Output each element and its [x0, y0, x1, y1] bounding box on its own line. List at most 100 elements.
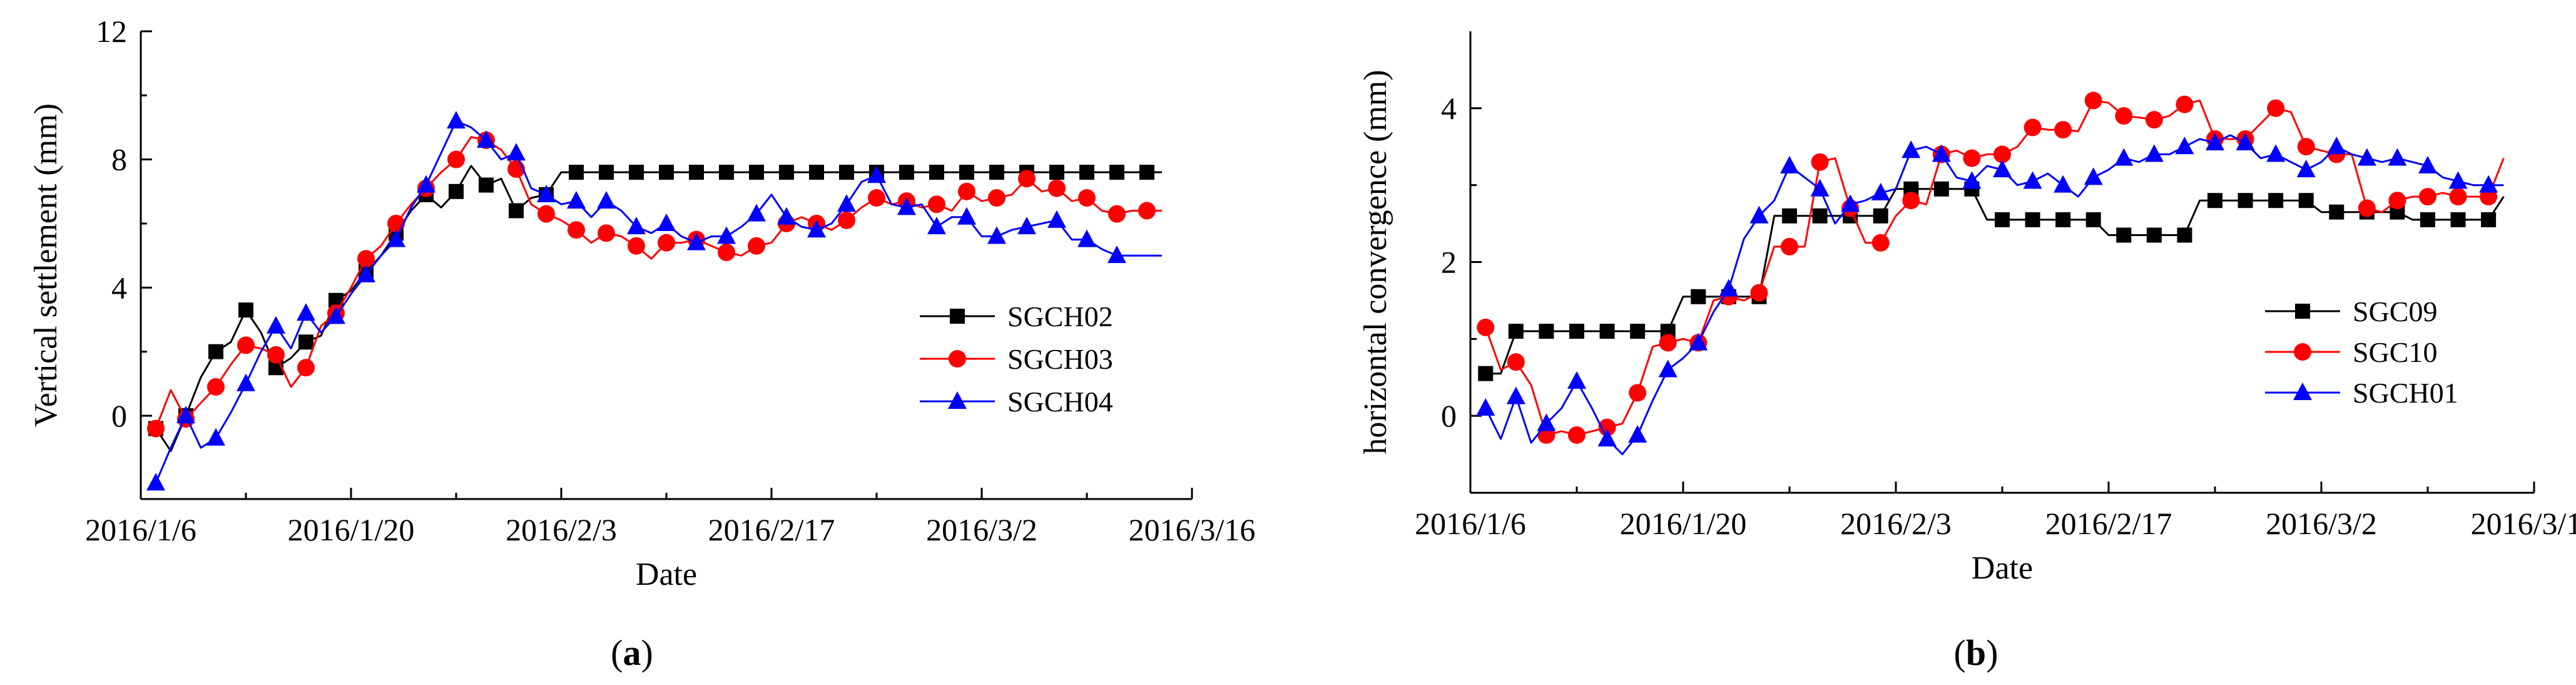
data-point-triangle — [1689, 332, 1708, 351]
legend-label: SGCH01 — [2353, 377, 2458, 409]
data-point-triangle — [1506, 386, 1525, 404]
data-point-circle — [658, 234, 675, 252]
data-point-circle — [1018, 170, 1036, 188]
data-point-triangle — [146, 473, 165, 491]
series-line — [1485, 188, 2505, 375]
data-point-square — [298, 334, 313, 350]
data-point-triangle — [417, 175, 435, 193]
data-point-square — [1630, 324, 1646, 339]
data-point-triangle — [627, 217, 646, 235]
y-axis-title: Vertical settlement (mm) — [28, 103, 64, 427]
panel-label-letter: b — [1966, 632, 1986, 673]
data-point-triangle — [1871, 182, 1890, 200]
data-point-circle — [988, 189, 1005, 207]
legend-label: SGCH04 — [1007, 386, 1113, 418]
data-point-circle — [387, 214, 405, 232]
x-tick-label: 2016/2/3 — [506, 512, 617, 547]
data-point-circle — [2297, 138, 2315, 156]
data-point-square — [449, 183, 464, 199]
data-point-square — [2207, 193, 2222, 209]
data-point-square — [959, 165, 974, 180]
data-point-square — [899, 165, 914, 180]
data-point-circle — [868, 189, 885, 207]
data-point-circle — [1750, 284, 1768, 302]
x-tick-label: 2016/3/16 — [2471, 506, 2576, 541]
data-point-circle — [297, 359, 315, 377]
data-point-triangle — [567, 191, 586, 209]
data-point-triangle — [717, 226, 736, 244]
y-tick-label: 4 — [1441, 91, 1457, 126]
legend-label: SGCH02 — [1007, 301, 1113, 332]
data-point-circle — [1993, 145, 2011, 163]
x-tick-label: 2016/1/6 — [85, 512, 196, 547]
data-point-square — [1782, 208, 1797, 224]
data-point-square — [2025, 212, 2040, 227]
data-point-triangle — [897, 197, 916, 215]
data-point-triangle — [1810, 178, 1830, 197]
legend-label: SGC09 — [2353, 296, 2437, 327]
data-point-square — [689, 165, 704, 180]
data-point-triangle — [2054, 175, 2073, 193]
data-point-circle — [2358, 199, 2376, 217]
data-point-triangle — [1476, 398, 1495, 416]
data-point-square — [719, 165, 734, 180]
data-point-circle — [2024, 118, 2042, 136]
data-point-square — [929, 165, 944, 180]
x-tick-label: 2016/3/16 — [1129, 512, 1256, 547]
data-point-circle — [718, 244, 735, 262]
panel-label-letter: a — [623, 632, 641, 673]
y-tick-label: 8 — [111, 142, 127, 177]
legend-marker — [950, 309, 965, 324]
data-point-triangle — [387, 229, 405, 247]
x-tick-label: 2016/3/2 — [926, 512, 1037, 547]
data-point-square — [238, 302, 253, 318]
data-point-triangle — [507, 143, 526, 161]
data-point-triangle — [327, 306, 345, 324]
data-point-triangle — [777, 207, 796, 225]
data-point-triangle — [1077, 229, 1096, 247]
data-point-circle — [628, 237, 645, 255]
data-point-triangle — [1780, 155, 1799, 173]
data-point-circle — [568, 221, 585, 239]
panel-label-open: ( — [1954, 632, 1966, 673]
data-point-circle — [1902, 192, 1920, 210]
data-point-triangle — [2236, 133, 2255, 151]
x-tick-label: 2016/3/2 — [2266, 506, 2377, 541]
data-point-triangle — [2266, 144, 2286, 162]
data-point-circle — [1507, 353, 1525, 371]
data-point-circle — [1078, 189, 1096, 207]
data-point-triangle — [2114, 148, 2134, 166]
data-point-circle — [207, 378, 225, 396]
data-point-square — [2237, 193, 2253, 209]
series-SGC10 — [1477, 91, 2505, 444]
data-point-square — [1539, 324, 1554, 339]
data-point-square — [839, 165, 854, 180]
data-point-circle — [1811, 153, 1829, 171]
data-point-circle — [1629, 384, 1647, 402]
data-point-triangle — [597, 191, 616, 209]
data-point-circle — [2115, 107, 2133, 125]
panel-label-open: ( — [611, 632, 623, 673]
data-point-triangle — [176, 405, 195, 423]
data-point-circle — [1781, 237, 1798, 255]
series-SGC09 — [1478, 181, 2505, 381]
chart-panel-a: 0 4 8 12 2016/1/6 2016/1/20 2016/2/3 2016/2/17 2… — [28, 14, 1255, 673]
y-tick-label: 4 — [111, 270, 127, 305]
data-point-circle — [1048, 179, 1066, 197]
data-point-triangle — [1658, 359, 1677, 378]
data-point-triangle — [267, 316, 285, 334]
legend-marker — [949, 350, 966, 368]
data-point-triangle — [1567, 371, 1586, 389]
x-tick-label: 2016/1/20 — [1620, 506, 1747, 541]
data-point-triangle — [1932, 144, 1951, 162]
data-point-square — [509, 203, 524, 219]
data-point-triangle — [237, 373, 255, 391]
data-point-circle — [2449, 188, 2467, 206]
data-point-triangle — [1749, 205, 1769, 224]
data-point-triangle — [2084, 167, 2103, 185]
y-tick-label: 2 — [1441, 245, 1457, 280]
data-point-triangle — [1017, 217, 1036, 235]
data-point-circle — [1659, 334, 1677, 352]
data-point-triangle — [1047, 210, 1066, 228]
y-tick-label: 0 — [1441, 398, 1457, 433]
